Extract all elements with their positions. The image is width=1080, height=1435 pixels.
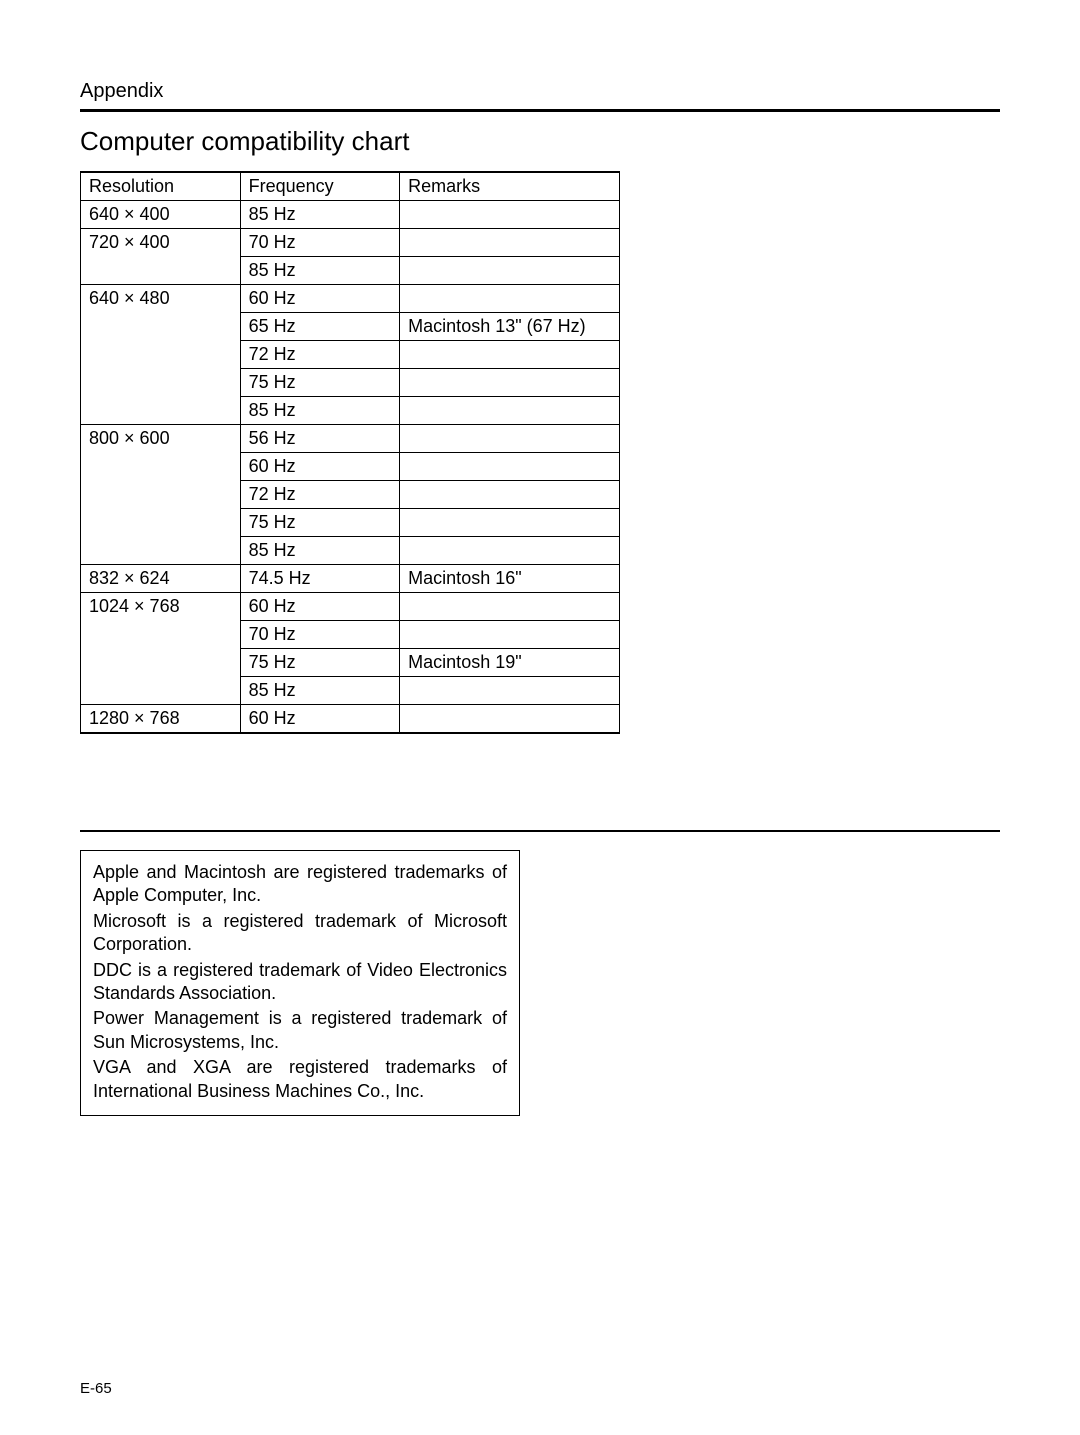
cell-remarks bbox=[400, 593, 620, 621]
cell-frequency: 72 Hz bbox=[240, 341, 400, 369]
trademark-paragraph: Apple and Macintosh are registered trade… bbox=[93, 861, 507, 908]
table-row: 65 HzMacintosh 13" (67 Hz) bbox=[81, 313, 620, 341]
table-row: 800 × 60056 Hz bbox=[81, 425, 620, 453]
cell-remarks bbox=[400, 201, 620, 229]
cell-frequency: 85 Hz bbox=[240, 397, 400, 425]
table-row: 75 HzMacintosh 19" bbox=[81, 649, 620, 677]
footer-area: Apple and Macintosh are registered trade… bbox=[80, 830, 1000, 1116]
cell-resolution: 832 × 624 bbox=[81, 565, 241, 593]
cell-frequency: 75 Hz bbox=[240, 649, 400, 677]
cell-remarks bbox=[400, 397, 620, 425]
cell-remarks bbox=[400, 705, 620, 734]
table-row: 75 Hz bbox=[81, 509, 620, 537]
cell-frequency: 60 Hz bbox=[240, 705, 400, 734]
cell-frequency: 75 Hz bbox=[240, 369, 400, 397]
table-row: 60 Hz bbox=[81, 453, 620, 481]
table-row: 85 Hz bbox=[81, 397, 620, 425]
cell-remarks bbox=[400, 341, 620, 369]
cell-frequency: 85 Hz bbox=[240, 257, 400, 285]
cell-resolution bbox=[81, 369, 241, 397]
cell-resolution bbox=[81, 677, 241, 705]
table-row: 75 Hz bbox=[81, 369, 620, 397]
cell-frequency: 85 Hz bbox=[240, 201, 400, 229]
cell-resolution: 800 × 600 bbox=[81, 425, 241, 453]
trademark-paragraph: Microsoft is a registered trademark of M… bbox=[93, 910, 507, 957]
trademark-paragraph: VGA and XGA are registered trademarks of… bbox=[93, 1056, 507, 1103]
cell-frequency: 70 Hz bbox=[240, 621, 400, 649]
cell-frequency: 65 Hz bbox=[240, 313, 400, 341]
table-header-row: Resolution Frequency Remarks bbox=[81, 172, 620, 201]
cell-remarks bbox=[400, 509, 620, 537]
cell-remarks bbox=[400, 425, 620, 453]
trademark-box: Apple and Macintosh are registered trade… bbox=[80, 850, 520, 1116]
compatibility-table: Resolution Frequency Remarks 640 × 40085… bbox=[80, 171, 620, 734]
cell-remarks: Macintosh 13" (67 Hz) bbox=[400, 313, 620, 341]
cell-resolution bbox=[81, 537, 241, 565]
cell-resolution bbox=[81, 621, 241, 649]
table-row: 1280 × 76860 Hz bbox=[81, 705, 620, 734]
cell-resolution bbox=[81, 257, 241, 285]
table-row: 85 Hz bbox=[81, 537, 620, 565]
cell-resolution bbox=[81, 649, 241, 677]
cell-remarks bbox=[400, 257, 620, 285]
cell-remarks bbox=[400, 453, 620, 481]
table-row: 640 × 48060 Hz bbox=[81, 285, 620, 313]
cell-resolution bbox=[81, 313, 241, 341]
cell-resolution bbox=[81, 397, 241, 425]
cell-frequency: 74.5 Hz bbox=[240, 565, 400, 593]
cell-remarks bbox=[400, 621, 620, 649]
cell-resolution bbox=[81, 453, 241, 481]
cell-frequency: 85 Hz bbox=[240, 677, 400, 705]
cell-frequency: 60 Hz bbox=[240, 453, 400, 481]
cell-frequency: 75 Hz bbox=[240, 509, 400, 537]
cell-resolution bbox=[81, 481, 241, 509]
cell-frequency: 72 Hz bbox=[240, 481, 400, 509]
cell-remarks bbox=[400, 481, 620, 509]
cell-resolution bbox=[81, 341, 241, 369]
cell-resolution: 720 × 400 bbox=[81, 229, 241, 257]
cell-frequency: 56 Hz bbox=[240, 425, 400, 453]
cell-resolution: 640 × 480 bbox=[81, 285, 241, 313]
col-header-frequency: Frequency bbox=[240, 172, 400, 201]
page-number: E-65 bbox=[80, 1380, 112, 1397]
cell-frequency: 60 Hz bbox=[240, 593, 400, 621]
trademark-paragraph: DDC is a registered trademark of Video E… bbox=[93, 959, 507, 1006]
header-rule bbox=[80, 109, 1000, 112]
cell-remarks bbox=[400, 229, 620, 257]
table-row: 832 × 62474.5 HzMacintosh 16" bbox=[81, 565, 620, 593]
cell-frequency: 70 Hz bbox=[240, 229, 400, 257]
table-row: 720 × 40070 Hz bbox=[81, 229, 620, 257]
cell-frequency: 60 Hz bbox=[240, 285, 400, 313]
cell-resolution: 640 × 400 bbox=[81, 201, 241, 229]
cell-resolution: 1024 × 768 bbox=[81, 593, 241, 621]
table-row: 72 Hz bbox=[81, 481, 620, 509]
cell-resolution bbox=[81, 509, 241, 537]
table-row: 85 Hz bbox=[81, 677, 620, 705]
table-row: 640 × 40085 Hz bbox=[81, 201, 620, 229]
footer-rule bbox=[80, 830, 1000, 832]
col-header-remarks: Remarks bbox=[400, 172, 620, 201]
table-row: 85 Hz bbox=[81, 257, 620, 285]
appendix-label: Appendix bbox=[80, 80, 1000, 103]
trademark-paragraph: Power Management is a registered tradema… bbox=[93, 1007, 507, 1054]
table-row: 1024 × 76860 Hz bbox=[81, 593, 620, 621]
table-row: 72 Hz bbox=[81, 341, 620, 369]
cell-remarks bbox=[400, 285, 620, 313]
page-title: Computer compatibility chart bbox=[80, 126, 1000, 157]
table-row: 70 Hz bbox=[81, 621, 620, 649]
cell-frequency: 85 Hz bbox=[240, 537, 400, 565]
cell-remarks: Macintosh 16" bbox=[400, 565, 620, 593]
cell-remarks bbox=[400, 537, 620, 565]
cell-resolution: 1280 × 768 bbox=[81, 705, 241, 734]
col-header-resolution: Resolution bbox=[81, 172, 241, 201]
cell-remarks bbox=[400, 677, 620, 705]
cell-remarks: Macintosh 19" bbox=[400, 649, 620, 677]
document-page: Appendix Computer compatibility chart Re… bbox=[0, 0, 1080, 1435]
cell-remarks bbox=[400, 369, 620, 397]
